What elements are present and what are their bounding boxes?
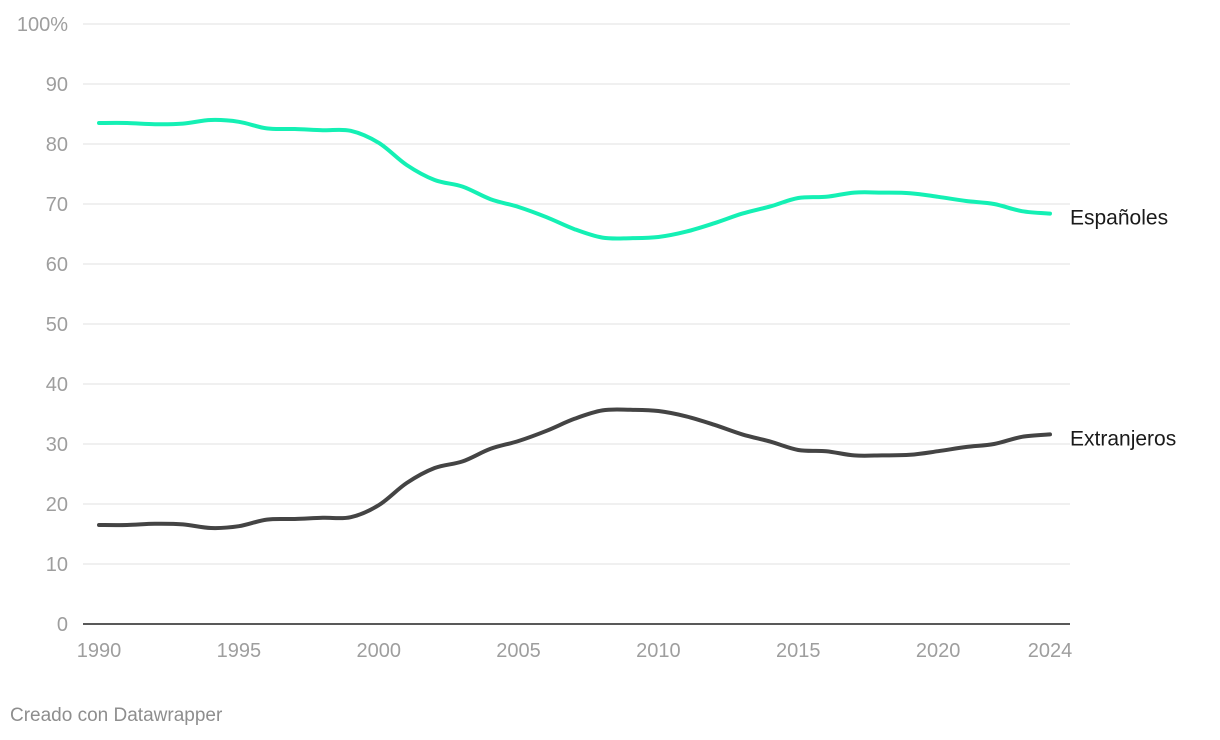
- series-line-espanoles: [97, 117, 1052, 241]
- x-tick-label: 2015: [776, 640, 821, 662]
- y-tick-label: 80: [46, 134, 68, 156]
- series-lines: [97, 117, 1052, 531]
- y-tick-label: 10: [46, 554, 68, 576]
- y-tick-label: 0: [57, 614, 68, 636]
- y-tick-label: 100%: [17, 14, 68, 36]
- y-tick-label: 40: [46, 374, 68, 396]
- series-labels: Españoles Extranjeros: [1070, 207, 1176, 451]
- x-tick-label: 1990: [77, 640, 122, 662]
- gridlines: [83, 23, 1070, 565]
- x-tick-label: 2010: [636, 640, 681, 662]
- series-line-extranjeros: [97, 407, 1052, 531]
- credit-text: Creado con Datawrapper: [10, 705, 223, 726]
- series-label: Extranjeros: [1070, 427, 1176, 450]
- y-axis-tick-labels: 0 10 20 30 40 50 60 70 80 90 100%: [17, 14, 68, 636]
- series-label: Españoles: [1070, 207, 1168, 230]
- x-tick-label: 2000: [356, 640, 401, 662]
- y-tick-label: 30: [46, 434, 68, 456]
- y-tick-label: 20: [46, 494, 68, 516]
- y-tick-label: 70: [46, 194, 68, 216]
- y-tick-label: 50: [46, 314, 68, 336]
- y-tick-label: 90: [46, 74, 68, 96]
- x-tick-label: 2005: [496, 640, 541, 662]
- y-tick-label: 60: [46, 254, 68, 276]
- x-axis-tick-labels: 1990 1995 2000 2005 2010 2015 2020 2024: [77, 640, 1073, 662]
- x-tick-label: 1995: [217, 640, 262, 662]
- x-tick-label: 2020: [916, 640, 961, 662]
- x-tick-label: 2024: [1028, 640, 1073, 662]
